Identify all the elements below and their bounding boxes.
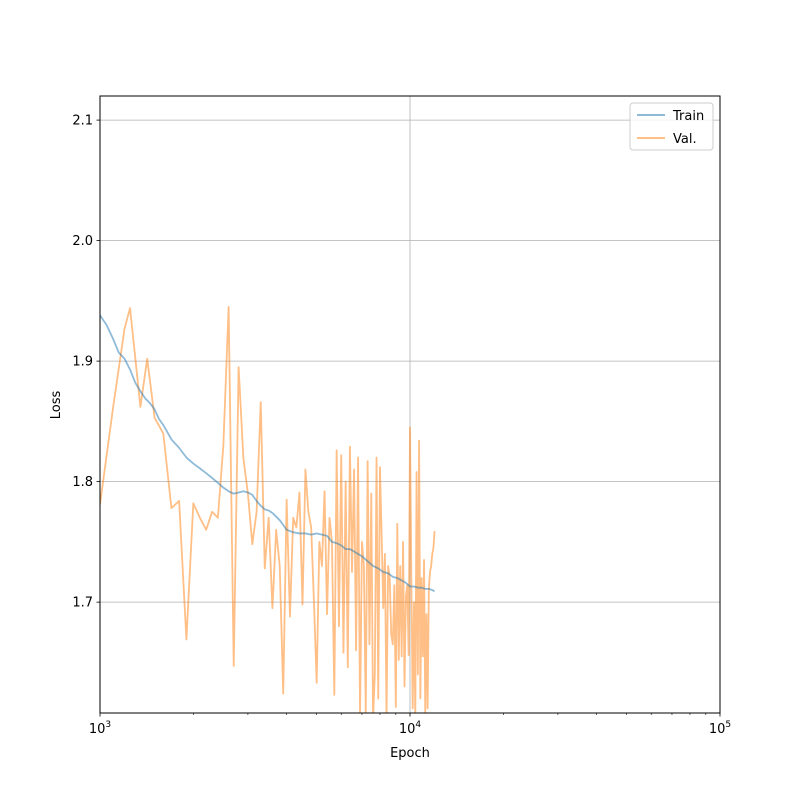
y-tick-label: 1.9 xyxy=(72,355,93,370)
series-layer xyxy=(100,305,436,713)
y-tick-label: 1.7 xyxy=(72,596,93,611)
x-axis-label: Epoch xyxy=(390,746,430,761)
y-tick-label: 2.0 xyxy=(72,234,93,249)
series-line-val xyxy=(100,305,436,713)
legend: Train Val. xyxy=(629,102,714,151)
legend-label-val: Val. xyxy=(673,132,697,147)
legend-label-train: Train xyxy=(672,109,704,124)
y-axis-label: Loss xyxy=(49,391,64,420)
y-tick-label: 1.8 xyxy=(72,475,93,490)
y-tick-label: 2.1 xyxy=(72,114,93,129)
series-line-train xyxy=(100,314,435,593)
